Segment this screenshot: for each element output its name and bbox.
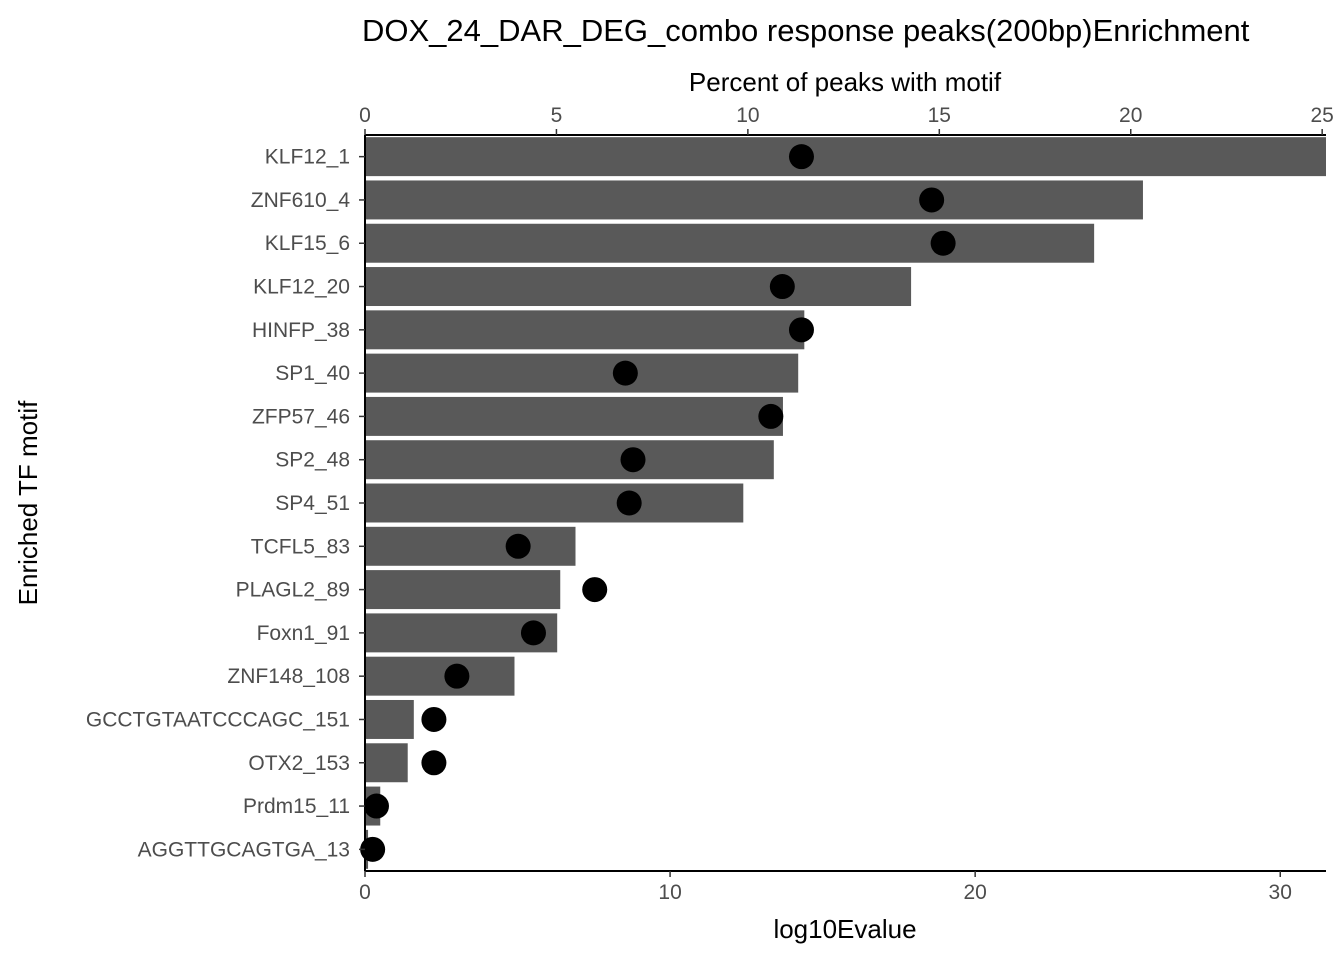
y-axis-title: Enriched TF motif (13, 400, 43, 605)
point-KLF12_20 (769, 274, 795, 300)
x-tick-label: 20 (963, 881, 986, 904)
x2-tick-label: 20 (1119, 104, 1142, 127)
y-tick-label: ZNF148_108 (227, 665, 350, 688)
x2-tick-label: 25 (1310, 104, 1333, 127)
y-tick-label: GCCTGTAATCCCAGC_151 (86, 708, 350, 731)
point-HINFP_38 (788, 317, 814, 343)
point-SP1_40 (612, 360, 638, 386)
y-tick-label: SP4_51 (275, 492, 350, 515)
y-tick-label: PLAGL2_89 (236, 579, 350, 602)
bar-KLF12_20 (365, 267, 912, 307)
x2-tick-label: 5 (551, 104, 563, 127)
top-axis-title: Percent of peaks with motif (689, 67, 1002, 97)
bar-GCCTGTAATCCCAGC_151 (365, 699, 414, 739)
y-tick-label: ZNF610_4 (251, 189, 351, 212)
bar-ZNF610_4 (365, 180, 1143, 220)
x-tick-label: 30 (1269, 881, 1292, 904)
bar-SP1_40 (365, 353, 799, 393)
bar-PLAGL2_89 (365, 570, 561, 610)
point-Foxn1_91 (520, 620, 546, 646)
point-ZFP57_46 (758, 403, 784, 429)
y-tick-label: Foxn1_91 (257, 622, 350, 645)
point-AGGTTGCAGTGA_13 (360, 836, 386, 862)
bar-SP4_51 (365, 483, 744, 523)
bottom-axis-title: log10Evalue (773, 914, 916, 944)
bar-ZNF148_108 (365, 656, 515, 696)
y-tick-label: TCFL5_83 (251, 535, 350, 558)
y-tick-label: KLF12_20 (253, 276, 350, 299)
x2-tick-label: 0 (359, 104, 371, 127)
point-KLF12_1 (788, 144, 814, 170)
y-tick-label: ZFP57_46 (252, 405, 350, 428)
x2-tick-label: 15 (928, 104, 951, 127)
bar-TCFL5_83 (365, 526, 576, 566)
bars-layer (365, 137, 1326, 869)
y-tick-label: OTX2_153 (248, 752, 350, 775)
bar-KLF12_1 (365, 137, 1326, 177)
axes-layer: KLF12_1 ZNF610_4 KLF15_6 KLF12_20 HINFP_38 SP… (86, 104, 1334, 904)
point-TCFL5_83 (505, 533, 531, 559)
point-PLAGL2_89 (582, 577, 608, 603)
x-tick-label: 10 (658, 881, 681, 904)
chart-title: DOX_24_DAR_DEG_combo response peaks(200b… (362, 13, 1250, 48)
point-SP4_51 (616, 490, 642, 516)
y-tick-label: SP1_40 (275, 362, 350, 385)
point-KLF15_6 (930, 230, 956, 256)
bar-ZFP57_46 (365, 396, 783, 436)
y-tick-label: KLF15_6 (265, 232, 350, 255)
y-tick-label: Prdm15_11 (243, 795, 350, 818)
point-SP2_48 (620, 447, 646, 473)
bar-HINFP_38 (365, 310, 805, 350)
y-tick-label: HINFP_38 (252, 319, 350, 342)
point-ZNF610_4 (919, 187, 945, 213)
y-tick-label: AGGTTGCAGTGA_13 (138, 838, 350, 861)
points-layer (360, 144, 956, 862)
y-tick-label: SP2_48 (275, 449, 350, 472)
point-Prdm15_11 (363, 793, 389, 819)
bar-OTX2_153 (365, 743, 408, 783)
point-ZNF148_108 (444, 663, 470, 689)
point-GCCTGTAATCCCAGC_151 (421, 706, 447, 732)
bar-SP2_48 (365, 440, 774, 480)
x2-tick-label: 10 (736, 104, 759, 127)
x-tick-label: 0 (359, 881, 371, 904)
bar-KLF15_6 (365, 223, 1095, 263)
y-tick-label: KLF12_1 (265, 146, 350, 169)
point-OTX2_153 (421, 750, 447, 776)
